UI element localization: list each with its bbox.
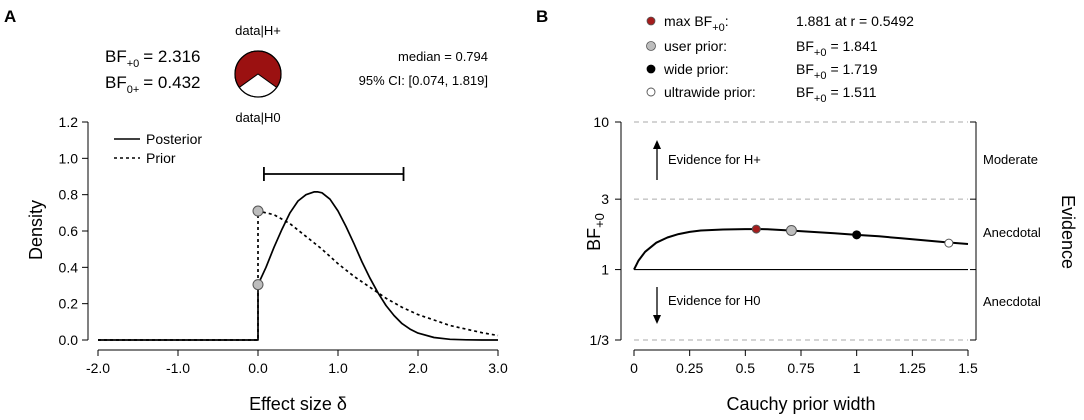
point-user-prior xyxy=(785,224,797,236)
panel-a-y-tick-label: 1.2 xyxy=(59,114,79,130)
svg-text:BF0+= 0.432: BF0+ = 0.432 xyxy=(105,73,200,96)
panel-b-x-tick-label: 0.25 xyxy=(676,360,703,376)
arrow-up-head-icon xyxy=(653,140,661,149)
median-text: median = 0.794 xyxy=(398,49,488,64)
row-ultrawide-label: ultrawide prior: xyxy=(664,84,756,100)
point-wide-prior xyxy=(852,230,862,240)
legend-posterior-label: Posterior xyxy=(146,131,202,147)
band-label-anecdotal-lower: Anecdotal xyxy=(983,294,1041,309)
bf-0plus-text: BF0+ = 0.432 xyxy=(105,73,200,96)
row-user-label: user prior: xyxy=(664,38,727,54)
panel-a-legend: Posterior Prior xyxy=(114,131,202,166)
legend-prior-label: Prior xyxy=(146,150,176,166)
panel-a-y-tick-label: 0.2 xyxy=(59,296,79,312)
bf-robustness-curve xyxy=(633,228,969,271)
bf-plus0-text: BF+0 = 2.316 xyxy=(105,47,200,70)
panel-a-xlabel: Effect size δ xyxy=(249,394,347,414)
panel-b-axes: 10 3 1 1/3 0 0.25 0.5 0.75 1 1.25 1.5 xyxy=(590,114,978,376)
panel-b-xlabel: Cauchy prior width xyxy=(726,394,875,414)
panel-a-y-tick-label: 1.0 xyxy=(59,150,79,166)
panel-a-ylabel: Density xyxy=(26,200,46,260)
panel-a-y-tick-label: 0.4 xyxy=(59,259,79,275)
panel-b-x-tick-label: 1.5 xyxy=(958,360,978,376)
marker-wide-prior xyxy=(646,64,656,74)
row-user-value: BF+0 = 1.841 xyxy=(796,38,878,59)
marker-user-prior xyxy=(646,41,656,51)
panel-a-y-tick-label: 0.6 xyxy=(59,223,79,239)
row-wide-label: wide prior: xyxy=(663,61,729,77)
panel-a-x-tick-label: 1.0 xyxy=(328,360,348,376)
panel-a-x-tick-label: 3.0 xyxy=(488,360,508,376)
panel-b-y-tick-label: 1/3 xyxy=(590,332,610,348)
marker-max-bf xyxy=(646,16,656,26)
series-posterior-line xyxy=(98,191,498,341)
panel-b-y-tick-label: 10 xyxy=(593,114,609,130)
band-label-moderate: Moderate xyxy=(983,152,1038,167)
panel-b-right-label: Evidence xyxy=(1058,195,1078,269)
panel-a-x-tick-label: -1.0 xyxy=(166,360,190,376)
pie-label-bottom: data|H0 xyxy=(235,110,280,125)
point-ultrawide-prior xyxy=(944,238,954,248)
svg-text:BF+0= 2.316: BF+0 = 2.316 xyxy=(105,47,200,70)
panel-b-x-tick-label: 0.75 xyxy=(787,360,814,376)
evidence-h-plus-text: Evidence for H+ xyxy=(668,152,761,167)
pie-label-top: data|H+ xyxy=(235,23,281,38)
pie-outline xyxy=(234,50,282,98)
band-label-anecdotal-upper: Anecdotal xyxy=(983,225,1041,240)
panel-a-y-tick-label: 0.8 xyxy=(59,187,79,203)
panel-b-x-tick-label: 1.25 xyxy=(899,360,926,376)
panel-a-x-tick-label: -2.0 xyxy=(86,360,110,376)
panel-a-axes: 0.0 0.2 0.4 0.6 0.8 1.0 1.2 -2.0 -1.0 0.0 1.0 2.0 3.… xyxy=(59,114,508,376)
point-prior-at-zero xyxy=(252,205,264,217)
point-max-prior xyxy=(751,224,761,234)
marker-ultrawide-prior xyxy=(646,87,656,97)
evidence-for-h-plus: Evidence for H+ xyxy=(653,140,761,180)
panel-a-x-tick-label: 0.0 xyxy=(248,360,268,376)
row-wide-value: BF+0 = 1.719 xyxy=(796,61,878,82)
panel-b-y-tick-label: 1 xyxy=(601,262,609,278)
arrow-down-head-icon xyxy=(653,315,661,324)
panel-b-header: max BF+0: 1.881 at r = 0.5492 user prior… xyxy=(646,13,914,105)
panel-a-letter: A xyxy=(4,7,16,26)
panel-b-x-tick-label: 0 xyxy=(630,360,638,376)
row-max-label: max BF+0: xyxy=(664,13,729,34)
ci-text: 95% CI: [0.074, 1.819] xyxy=(359,73,488,88)
panel-b-letter: B xyxy=(536,7,548,26)
panel-b-x-tick-label: 0.5 xyxy=(736,360,756,376)
panel-a-x-tick-label: 2.0 xyxy=(408,360,428,376)
panel-a-y-tick-label: 0.0 xyxy=(59,332,79,348)
row-max-value: 1.881 at r = 0.5492 xyxy=(796,13,914,29)
panel-b-plot xyxy=(633,224,969,271)
evidence-h0-text: Evidence for H0 xyxy=(668,293,761,308)
point-posterior-at-zero xyxy=(252,279,264,291)
panel-b-x-tick-label: 1 xyxy=(853,360,861,376)
series-prior-line xyxy=(98,210,499,341)
panel-a-plot xyxy=(98,167,499,341)
evidence-pie xyxy=(234,50,282,98)
panel-b-ylabel: BF+0 xyxy=(584,213,607,251)
evidence-for-h0: Evidence for H0 xyxy=(653,287,761,324)
panel-b-y-tick-label: 3 xyxy=(601,191,609,207)
row-ultrawide-value: BF+0 = 1.511 xyxy=(796,84,877,105)
